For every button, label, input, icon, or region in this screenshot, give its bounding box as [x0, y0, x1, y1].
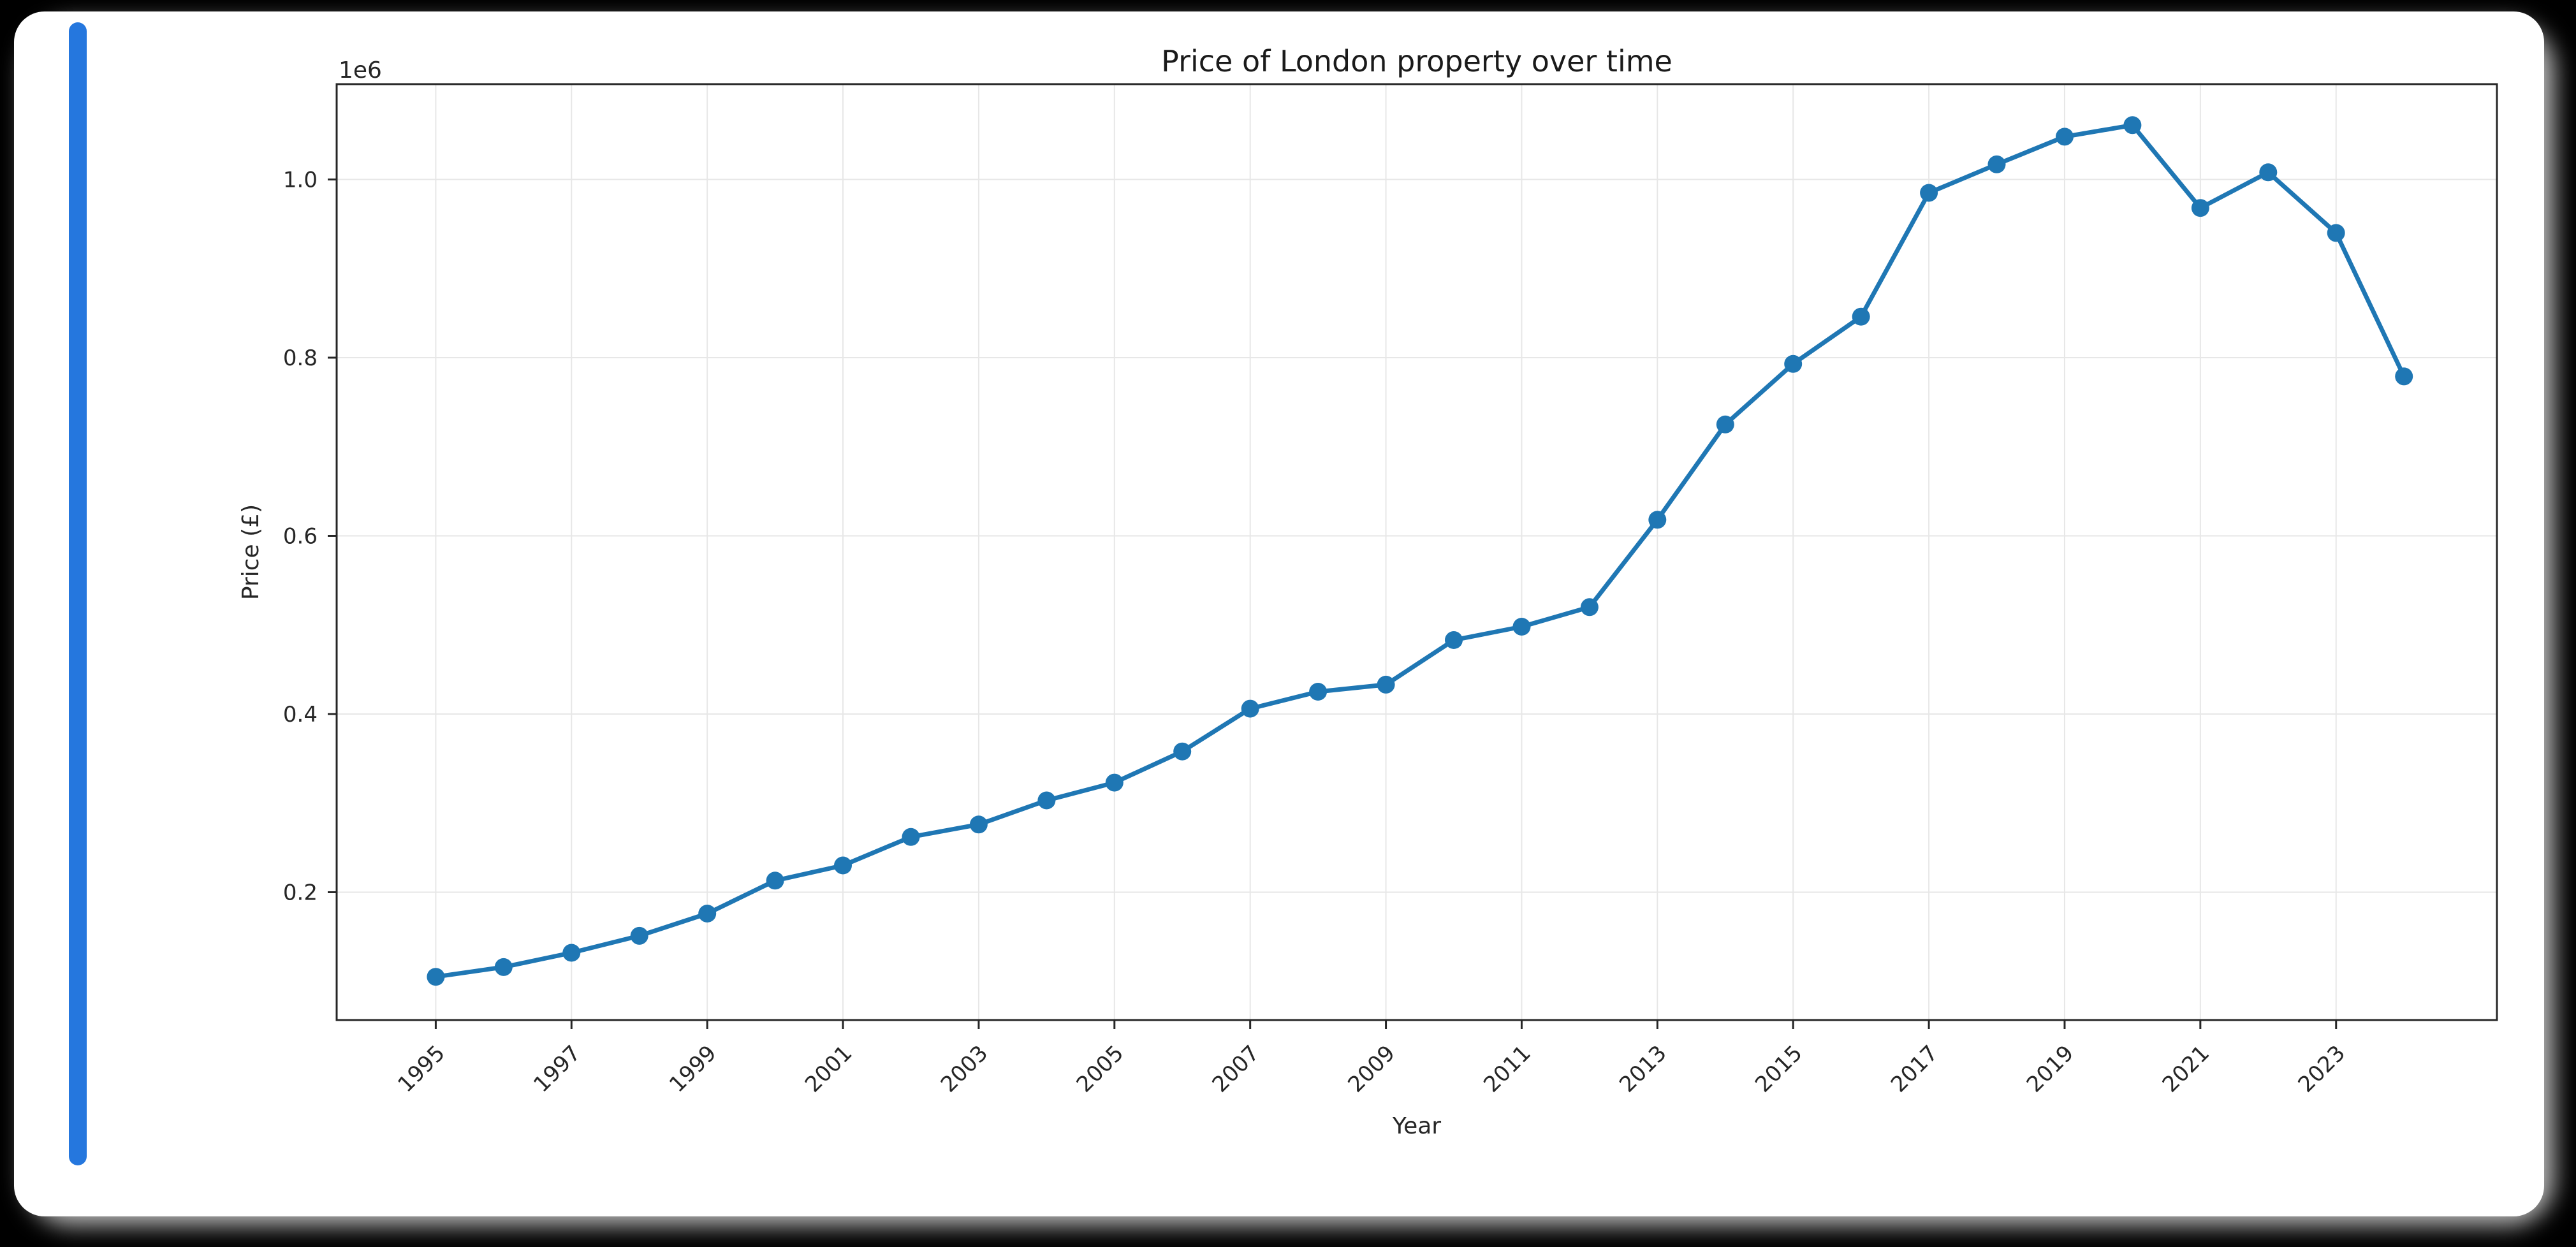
x-tick-label: 2023	[2294, 1040, 2350, 1097]
data-point	[1241, 699, 1259, 718]
data-point	[1852, 307, 1870, 326]
x-tick-label: 2013	[1614, 1040, 1671, 1097]
x-tick-label: 2017	[1886, 1040, 1943, 1097]
x-axis-label: Year	[1392, 1113, 1441, 1139]
chart-series	[427, 116, 2413, 986]
x-tick-label: 2011	[1479, 1040, 1535, 1097]
data-point	[1784, 354, 1803, 373]
y-tick-label: 0.2	[283, 880, 318, 905]
y-tick-label: 0.8	[283, 346, 318, 371]
data-point	[2191, 199, 2209, 217]
data-point	[1173, 742, 1192, 761]
chart-title: Price of London property over time	[1161, 44, 1672, 78]
data-point	[1445, 631, 1463, 649]
data-point	[2259, 163, 2278, 182]
data-point	[2327, 224, 2345, 242]
data-point	[1580, 598, 1599, 616]
data-point	[1512, 618, 1531, 636]
x-tick-label: 2009	[1343, 1040, 1400, 1097]
chart-gridlines	[337, 84, 2497, 1020]
data-point	[427, 968, 445, 986]
y-tick-label: 1.0	[283, 168, 318, 193]
data-point	[1920, 184, 1938, 202]
data-point	[1037, 791, 1056, 810]
y-tick-label: 0.6	[283, 523, 318, 549]
data-point	[1987, 155, 2006, 173]
chart-tick-labels: 1995 1997 1999 2001 2003 2005 2007 2009 2011 2013…	[283, 168, 2350, 1098]
data-point	[902, 828, 920, 846]
data-point	[834, 856, 852, 875]
x-tick-label: 1997	[529, 1040, 585, 1097]
plot-border	[335, 83, 2498, 1021]
data-point	[766, 871, 784, 890]
x-tick-label: 1999	[664, 1040, 721, 1097]
data-point	[1105, 773, 1123, 792]
data-point	[698, 905, 717, 922]
data-point	[1377, 675, 1395, 694]
chart-ticks	[328, 179, 2338, 1029]
data-point	[969, 815, 988, 834]
vertical-scrollbar-thumb[interactable]	[69, 22, 87, 1165]
x-tick-label: 2021	[2158, 1040, 2214, 1097]
data-point	[1648, 511, 1667, 529]
data-point	[2123, 116, 2142, 135]
data-point	[630, 926, 648, 945]
x-tick-label: 1995	[393, 1040, 450, 1097]
data-point	[1716, 415, 1734, 434]
y-tick-label: 0.4	[283, 702, 318, 727]
data-point	[562, 944, 581, 962]
data-point	[494, 958, 513, 976]
data-point	[2395, 367, 2413, 386]
data-point	[2056, 128, 2074, 146]
x-tick-label: 2003	[936, 1040, 993, 1097]
x-tick-label: 2001	[800, 1040, 857, 1097]
y-axis-label: Price (£)	[238, 504, 264, 600]
x-tick-label: 2015	[1750, 1040, 1807, 1097]
x-tick-label: 2019	[2022, 1040, 2079, 1097]
price-line-series	[433, 122, 2406, 979]
x-tick-label: 2005	[1072, 1040, 1129, 1097]
x-tick-label: 2007	[1208, 1040, 1264, 1097]
data-point	[1309, 683, 1328, 701]
y-axis-offset-label: 1e6	[339, 57, 382, 84]
